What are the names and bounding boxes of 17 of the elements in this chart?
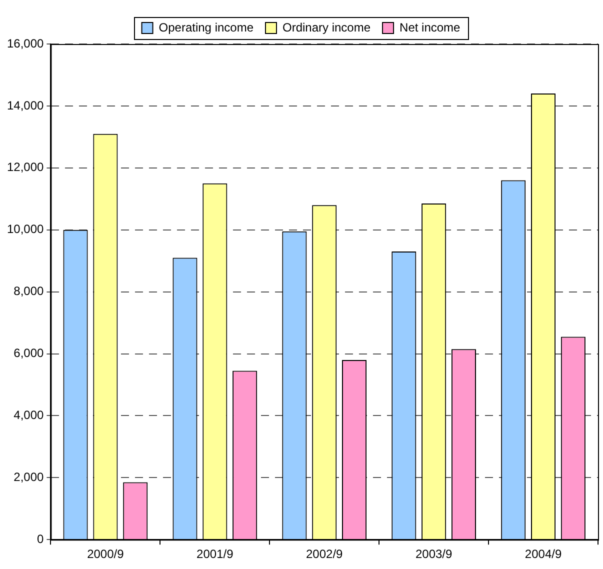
y-tick-label: 0 [37, 532, 44, 546]
x-tick-label: 2004/9 [524, 547, 562, 562]
x-tick-label: 2003/9 [415, 547, 452, 562]
y-tick-label: 16,000 [7, 36, 44, 50]
x-tick-label: 2001/9 [196, 547, 234, 562]
y-tick-label: 12,000 [7, 160, 44, 174]
y-tick-label: 10,000 [7, 222, 44, 236]
x-tick-label: 2000/9 [87, 547, 124, 562]
x-tick-label: 2002/9 [306, 547, 344, 562]
legend-label: Net income [400, 20, 461, 34]
y-tick-label: 8,000 [14, 284, 44, 298]
legend-label: Ordinary income [282, 20, 371, 34]
y-tick-label: 4,000 [14, 408, 44, 422]
y-tick-label: 6,000 [14, 346, 44, 360]
y-tick-label: 2,000 [14, 470, 44, 484]
legend-label: Operating income [158, 20, 254, 34]
y-tick-label: 14,000 [7, 98, 44, 112]
